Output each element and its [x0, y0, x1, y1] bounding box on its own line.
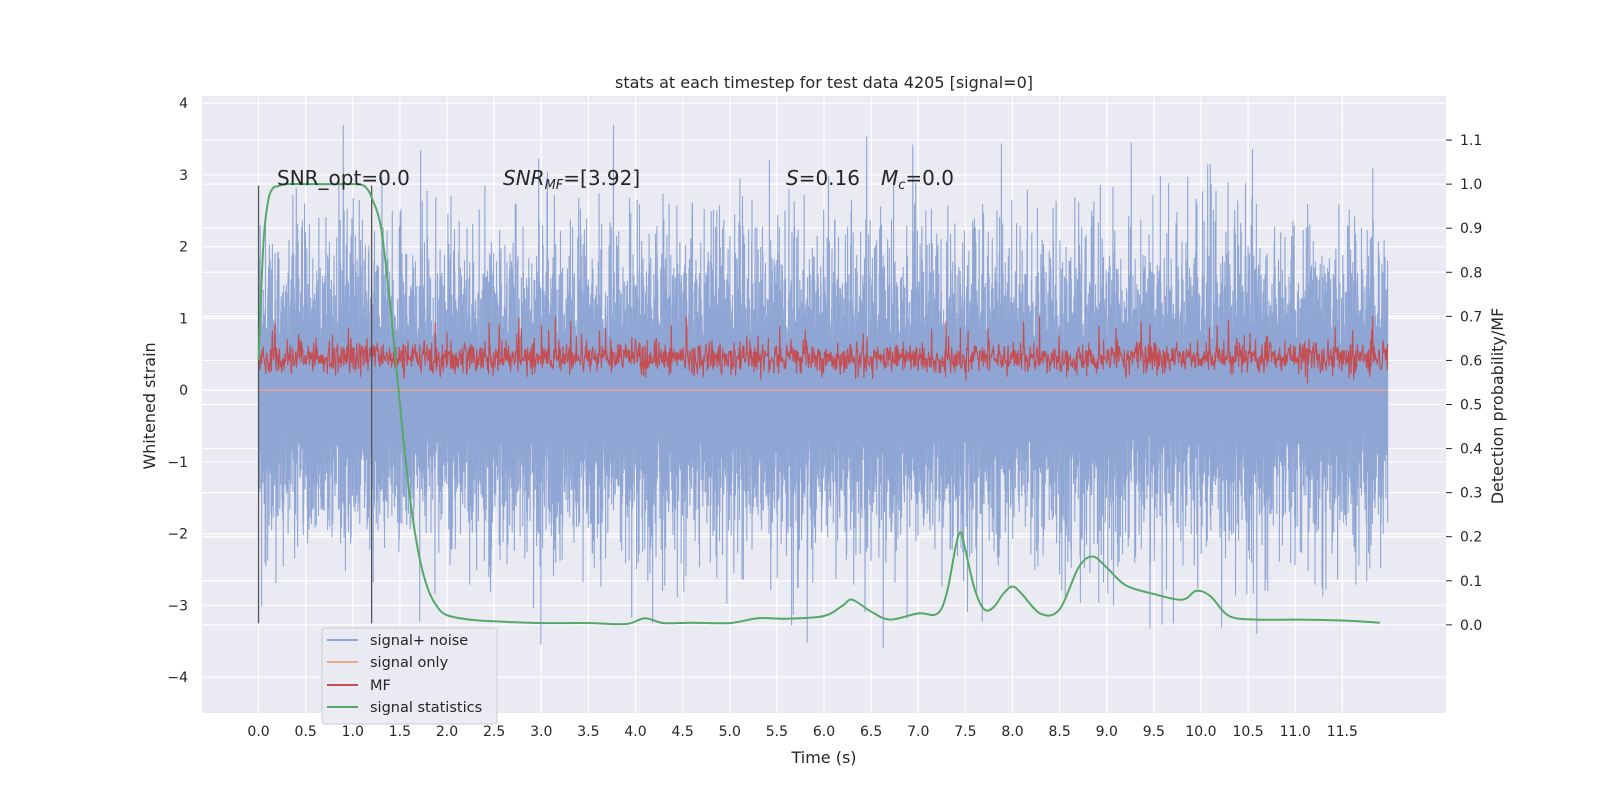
y-tick-label: 3 — [179, 168, 188, 184]
y2-tick-label: 0.7 — [1460, 309, 1482, 325]
y2-tick-label: 0.3 — [1460, 486, 1482, 502]
y-tick-label: −2 — [167, 527, 188, 543]
y2-tick-label: 1.1 — [1460, 133, 1482, 149]
chart-title: stats at each timestep for test data 420… — [615, 73, 1033, 92]
y2-tick-label: 0.8 — [1460, 265, 1482, 281]
x-tick-label: 9.0 — [1096, 724, 1118, 740]
y-tick-label: 4 — [179, 96, 188, 112]
plot-area — [257, 124, 1389, 649]
annotation-s: S=0.16 — [786, 166, 860, 190]
x-tick-label: 3.5 — [577, 724, 599, 740]
x-tick-label: 6.5 — [860, 724, 882, 740]
x-tick-label: 10.5 — [1233, 724, 1264, 740]
mc-label: M — [881, 166, 898, 190]
x-tick-label: 8.5 — [1048, 724, 1070, 740]
y2-tick-label: 0.0 — [1460, 618, 1482, 634]
y2-tick-label: 1.0 — [1460, 177, 1482, 193]
x-tick-label: 2.5 — [483, 724, 505, 740]
y-tick-label: 1 — [179, 311, 188, 327]
y2-tick-label: 0.6 — [1460, 353, 1482, 369]
y-tick-label: −1 — [167, 455, 188, 471]
x-axis-label: Time (s) — [790, 748, 856, 767]
x-tick-label: 3.0 — [530, 724, 552, 740]
x-tick-label: 11.0 — [1280, 724, 1311, 740]
x-tick-label: 2.0 — [436, 724, 458, 740]
y2-axis-label: Detection probability/MF — [1488, 308, 1507, 505]
annotation-mc: Mc=0.0 — [881, 166, 954, 193]
x-tick-label: 8.0 — [1001, 724, 1023, 740]
mc-value: =0.0 — [905, 166, 954, 190]
legend-label-signal-only: signal only — [370, 655, 449, 671]
x-tick-label: 11.5 — [1327, 724, 1358, 740]
x-tick-label: 0.5 — [295, 724, 317, 740]
y-axis-label: Whitened strain — [140, 342, 159, 469]
x-tick-label: 1.5 — [389, 724, 411, 740]
s-value: =0.16 — [799, 166, 860, 190]
x-tick-label: 5.0 — [719, 724, 741, 740]
snr-mf-label: SNR — [503, 166, 545, 190]
x-tick-label: 7.5 — [954, 724, 976, 740]
mc-subscript: c — [898, 178, 905, 193]
x-tick-label: 4.5 — [672, 724, 694, 740]
legend-box — [321, 627, 498, 725]
s-label: S — [786, 166, 799, 190]
y2-tick-label: 0.9 — [1460, 221, 1482, 237]
x-tick-label: 0.0 — [247, 724, 269, 740]
y2-tick-label: 0.1 — [1460, 574, 1482, 590]
x-tick-label: 1.0 — [342, 724, 364, 740]
y2-tick-label: 0.4 — [1460, 442, 1482, 458]
x-tick-label: 9.5 — [1143, 724, 1165, 740]
snr-mf-subscript: MF — [545, 178, 564, 193]
y2-tick-label: 0.2 — [1460, 530, 1482, 546]
series-signal-statistics-line — [257, 182, 1381, 626]
legend: signal+ noise signal only MF signal stat… — [321, 627, 498, 725]
x-tick-label: 10.0 — [1185, 724, 1216, 740]
legend-label-mf: MF — [370, 678, 391, 694]
legend-label-signal-noise: signal+ noise — [370, 633, 468, 649]
x-tick-label: 7.0 — [907, 724, 929, 740]
y-tick-label: 0 — [179, 383, 188, 399]
annotation-snr-opt: SNR_opt=0.0 — [277, 166, 410, 190]
y-tick-label: −4 — [167, 670, 188, 686]
annotation-snr-mf: SNRMF=[3.92] — [503, 166, 640, 193]
y2-tick-label: 0.5 — [1460, 398, 1482, 414]
y-tick-label: 2 — [179, 240, 188, 256]
x-tick-label: 6.0 — [813, 724, 835, 740]
y-tick-label: −3 — [167, 598, 188, 614]
legend-label-signal-statistics: signal statistics — [370, 700, 482, 716]
x-tick-label: 5.5 — [766, 724, 788, 740]
snr-mf-value: =[3.92] — [563, 166, 640, 190]
series-mf-line — [257, 316, 1389, 384]
axes: 0.0 0.5 1.0 1.5 2.0 2.5 3.0 3.5 4.0 4.5 5.0 5.5 6.0 6… — [167, 96, 1482, 740]
x-tick-label: 4.0 — [624, 724, 646, 740]
